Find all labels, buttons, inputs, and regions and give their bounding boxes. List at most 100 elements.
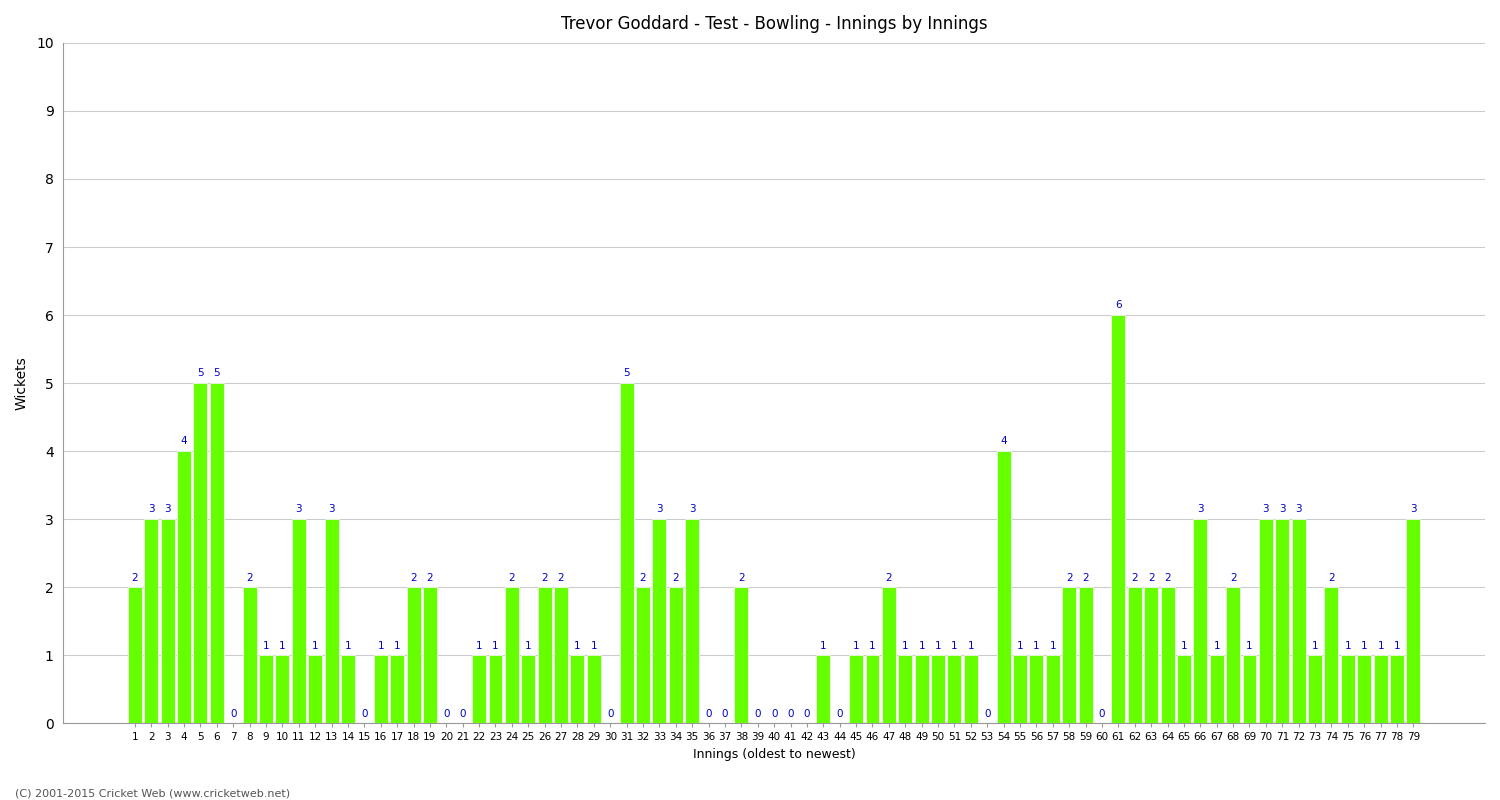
- Bar: [1161, 587, 1174, 723]
- Text: 1: 1: [394, 641, 400, 650]
- Bar: [1292, 519, 1305, 723]
- Text: 1: 1: [1180, 641, 1186, 650]
- Bar: [1324, 587, 1338, 723]
- Text: 1: 1: [492, 641, 500, 650]
- Bar: [1374, 655, 1388, 723]
- Text: 0: 0: [1098, 709, 1106, 718]
- Text: 1: 1: [476, 641, 483, 650]
- Bar: [177, 451, 190, 723]
- Bar: [1341, 655, 1354, 723]
- Bar: [128, 587, 142, 723]
- Text: 1: 1: [1017, 641, 1023, 650]
- Bar: [554, 587, 568, 723]
- Bar: [1209, 655, 1224, 723]
- Bar: [1013, 655, 1028, 723]
- Bar: [374, 655, 387, 723]
- Text: 1: 1: [853, 641, 859, 650]
- Text: 2: 2: [1148, 573, 1155, 582]
- Bar: [1407, 519, 1420, 723]
- Bar: [160, 519, 174, 723]
- Bar: [636, 587, 650, 723]
- Bar: [522, 655, 536, 723]
- Text: 3: 3: [296, 505, 302, 514]
- Bar: [260, 655, 273, 723]
- Bar: [915, 655, 928, 723]
- Text: 1: 1: [574, 641, 580, 650]
- Bar: [406, 587, 420, 723]
- Text: 1: 1: [1360, 641, 1368, 650]
- Text: 1: 1: [868, 641, 876, 650]
- Bar: [276, 655, 290, 723]
- Bar: [1029, 655, 1044, 723]
- Text: 3: 3: [688, 505, 696, 514]
- Text: 3: 3: [1410, 505, 1416, 514]
- Text: 0: 0: [984, 709, 990, 718]
- Bar: [1358, 655, 1371, 723]
- Text: 2: 2: [1083, 573, 1089, 582]
- Bar: [964, 655, 978, 723]
- Text: 3: 3: [328, 505, 334, 514]
- Text: 1: 1: [1377, 641, 1384, 650]
- Text: 2: 2: [885, 573, 892, 582]
- Bar: [1390, 655, 1404, 723]
- Bar: [882, 587, 896, 723]
- Bar: [1226, 587, 1240, 723]
- Text: 0: 0: [230, 709, 237, 718]
- Text: 1: 1: [1311, 641, 1318, 650]
- Bar: [308, 655, 322, 723]
- Bar: [243, 587, 256, 723]
- Text: 1: 1: [1214, 641, 1219, 650]
- Bar: [932, 655, 945, 723]
- Bar: [537, 587, 552, 723]
- Text: 1: 1: [591, 641, 597, 650]
- Text: 0: 0: [788, 709, 794, 718]
- Text: 2: 2: [1066, 573, 1072, 582]
- Text: 2: 2: [558, 573, 564, 582]
- Bar: [1062, 587, 1076, 723]
- Text: 0: 0: [771, 709, 777, 718]
- Text: 2: 2: [426, 573, 433, 582]
- Bar: [898, 655, 912, 723]
- Text: 1: 1: [1034, 641, 1040, 650]
- Bar: [340, 655, 356, 723]
- Text: 3: 3: [1263, 505, 1269, 514]
- Text: 1: 1: [821, 641, 827, 650]
- Bar: [816, 655, 831, 723]
- Text: 1: 1: [1394, 641, 1401, 650]
- Text: 0: 0: [442, 709, 450, 718]
- Text: 4: 4: [1000, 437, 1006, 446]
- Bar: [620, 383, 633, 723]
- Bar: [996, 451, 1011, 723]
- Bar: [489, 655, 502, 723]
- Text: 3: 3: [1197, 505, 1203, 514]
- Bar: [686, 519, 699, 723]
- Text: 2: 2: [542, 573, 548, 582]
- Bar: [423, 587, 436, 723]
- Text: 1: 1: [378, 641, 384, 650]
- Text: 2: 2: [738, 573, 744, 582]
- Bar: [1078, 587, 1092, 723]
- Text: 1: 1: [262, 641, 270, 650]
- Text: 1: 1: [345, 641, 351, 650]
- Bar: [735, 587, 748, 723]
- Text: 1: 1: [279, 641, 285, 650]
- Bar: [506, 587, 519, 723]
- Bar: [1144, 587, 1158, 723]
- Text: 1: 1: [525, 641, 531, 650]
- Text: 5: 5: [196, 368, 204, 378]
- Bar: [1258, 519, 1274, 723]
- Text: 2: 2: [509, 573, 515, 582]
- Bar: [1178, 655, 1191, 723]
- Title: Trevor Goddard - Test - Bowling - Innings by Innings: Trevor Goddard - Test - Bowling - Inning…: [561, 15, 987, 33]
- Text: 1: 1: [1050, 641, 1056, 650]
- Text: 0: 0: [837, 709, 843, 718]
- Text: 1: 1: [1246, 641, 1252, 650]
- Bar: [652, 519, 666, 723]
- Bar: [1128, 587, 1142, 723]
- Text: 2: 2: [1131, 573, 1138, 582]
- Text: 3: 3: [148, 505, 154, 514]
- Bar: [1242, 655, 1257, 723]
- Bar: [472, 655, 486, 723]
- Text: 0: 0: [362, 709, 368, 718]
- Bar: [1046, 655, 1060, 723]
